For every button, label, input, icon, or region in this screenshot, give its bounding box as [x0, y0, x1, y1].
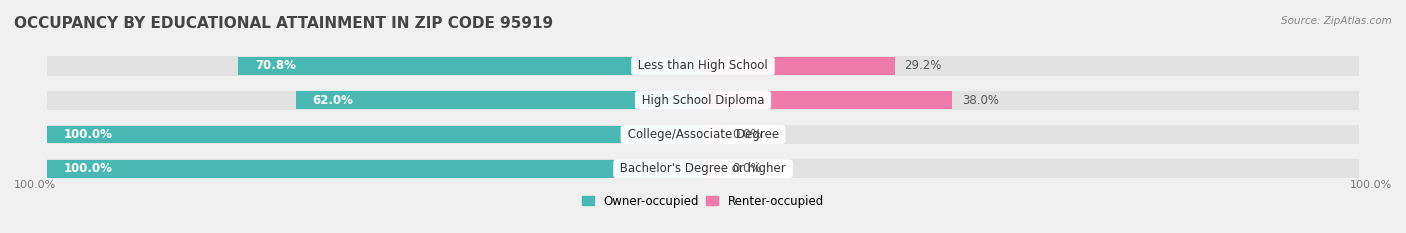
Text: 0.0%: 0.0%	[733, 128, 762, 141]
Bar	[297, 91, 703, 109]
Bar	[46, 56, 1360, 75]
Bar	[46, 159, 1360, 178]
Bar	[703, 126, 723, 143]
Bar	[46, 126, 703, 143]
Text: 70.8%: 70.8%	[254, 59, 295, 72]
Text: Bachelor's Degree or higher: Bachelor's Degree or higher	[616, 162, 790, 175]
Text: 100.0%: 100.0%	[63, 128, 112, 141]
Text: 100.0%: 100.0%	[14, 180, 56, 190]
Text: 0.0%: 0.0%	[733, 162, 762, 175]
Bar	[703, 57, 894, 75]
Text: Less than High School: Less than High School	[634, 59, 772, 72]
Text: OCCUPANCY BY EDUCATIONAL ATTAINMENT IN ZIP CODE 95919: OCCUPANCY BY EDUCATIONAL ATTAINMENT IN Z…	[14, 16, 553, 31]
Text: 100.0%: 100.0%	[1350, 180, 1392, 190]
Text: High School Diploma: High School Diploma	[638, 94, 768, 107]
Text: Source: ZipAtlas.com: Source: ZipAtlas.com	[1281, 16, 1392, 26]
Text: 29.2%: 29.2%	[904, 59, 942, 72]
Bar	[46, 125, 1360, 144]
Bar	[239, 57, 703, 75]
Bar	[46, 91, 1360, 110]
Text: College/Associate Degree: College/Associate Degree	[624, 128, 782, 141]
Bar	[46, 160, 703, 178]
Legend: Owner-occupied, Renter-occupied: Owner-occupied, Renter-occupied	[582, 195, 824, 208]
Text: 38.0%: 38.0%	[962, 94, 1000, 107]
Bar	[703, 160, 723, 178]
Text: 62.0%: 62.0%	[312, 94, 353, 107]
Text: 100.0%: 100.0%	[63, 162, 112, 175]
Bar	[703, 91, 952, 109]
